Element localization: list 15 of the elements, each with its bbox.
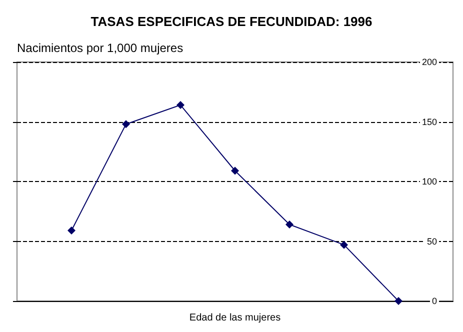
point	[122, 120, 130, 128]
y-tick-label: 150	[422, 116, 437, 127]
point	[340, 240, 348, 249]
chart-title: TASAS ESPECIFICAS DE FECUNDIDAD: 1996	[90, 14, 372, 29]
y-tick-label: 200	[422, 57, 437, 67]
point	[394, 297, 402, 305]
y-tick-label: 50	[426, 236, 437, 246]
point	[286, 220, 294, 229]
point	[68, 226, 76, 234]
x-axis-title: Edad de las mujeres	[189, 312, 281, 324]
y-tick-label: 100	[422, 176, 437, 186]
y-tick-label: 0	[432, 296, 437, 306]
point	[231, 166, 239, 175]
point	[176, 101, 184, 110]
y-axis-title: Nacimientos por 1,000 mujeres	[17, 41, 184, 55]
